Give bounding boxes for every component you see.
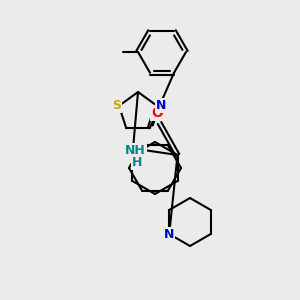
Text: H: H — [132, 155, 143, 169]
Text: N: N — [156, 99, 166, 112]
Text: NH: NH — [125, 143, 146, 157]
Text: N: N — [127, 148, 138, 161]
Text: O: O — [152, 106, 164, 120]
Text: S: S — [112, 99, 122, 112]
Text: N: N — [164, 227, 174, 241]
